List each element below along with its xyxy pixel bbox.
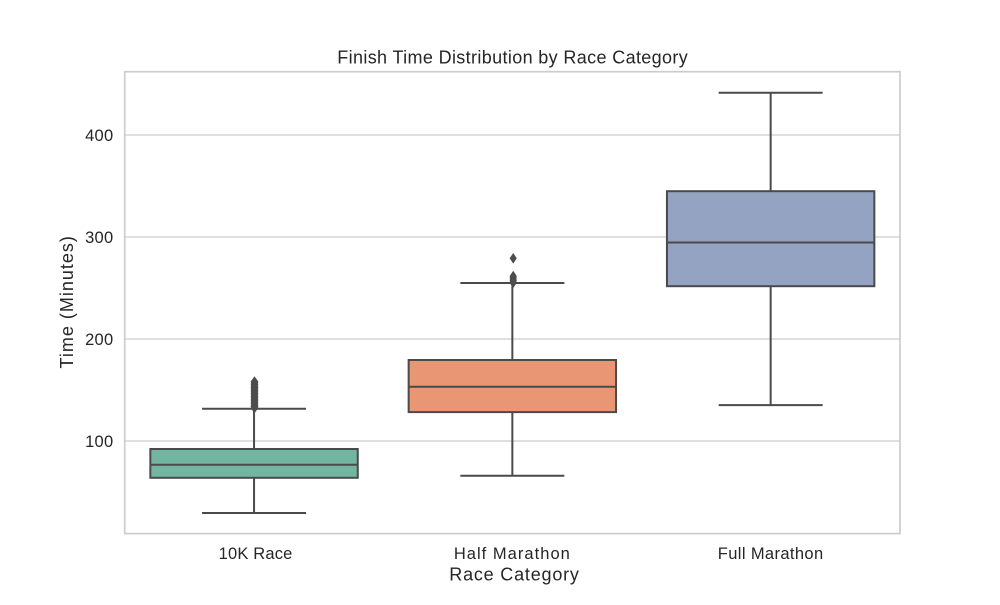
svg-text:Race Category: Race Category bbox=[449, 565, 579, 585]
svg-text:300: 300 bbox=[85, 229, 113, 247]
svg-text:Half Marathon: Half Marathon bbox=[454, 545, 571, 563]
svg-text:Finish Time Distribution by Ra: Finish Time Distribution by Race Categor… bbox=[337, 48, 688, 68]
svg-text:100: 100 bbox=[85, 433, 113, 451]
svg-text:Time (Minutes): Time (Minutes) bbox=[57, 235, 77, 368]
svg-text:400: 400 bbox=[85, 127, 113, 145]
svg-text:Full Marathon: Full Marathon bbox=[718, 545, 824, 563]
svg-text:200: 200 bbox=[85, 331, 113, 349]
svg-text:10K Race: 10K Race bbox=[219, 545, 293, 563]
